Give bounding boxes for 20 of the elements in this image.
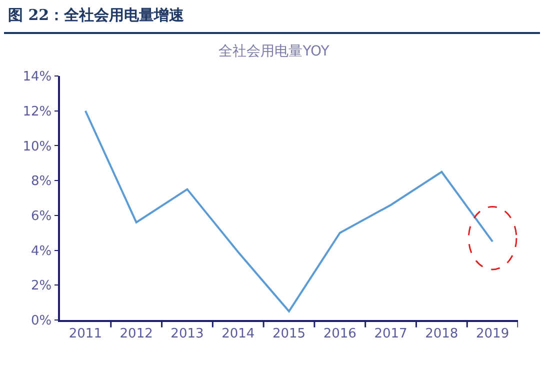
line-series [84, 110, 494, 312]
x-tick-label: 2014 [222, 326, 255, 342]
y-tick-label: 4% [31, 244, 52, 259]
x-tick-label: 2013 [170, 326, 204, 342]
y-tick-label: 8% [31, 174, 52, 190]
x-tick-label: 2011 [68, 326, 102, 342]
x-tick-label: 2018 [425, 326, 458, 342]
x-tick-label: 2012 [120, 326, 153, 342]
y-tick-label: 12% [22, 104, 52, 120]
y-tick-label: 6% [31, 208, 52, 224]
x-tick-label: 2015 [272, 326, 306, 342]
chart-title: 图 22：全社会用电量增速 [8, 6, 184, 25]
y-tick-label: 2% [31, 278, 52, 294]
y-tick-label: 14% [22, 70, 52, 85]
chart-subtitle: 全社会用电量YOY [218, 43, 330, 60]
y-tick-label: 10% [22, 139, 52, 154]
x-tick-label: 2016 [323, 326, 356, 342]
x-tick-label: 2017 [374, 326, 408, 342]
y-tick-label: 0% [31, 314, 52, 329]
x-tick-label: 2019 [476, 326, 510, 342]
